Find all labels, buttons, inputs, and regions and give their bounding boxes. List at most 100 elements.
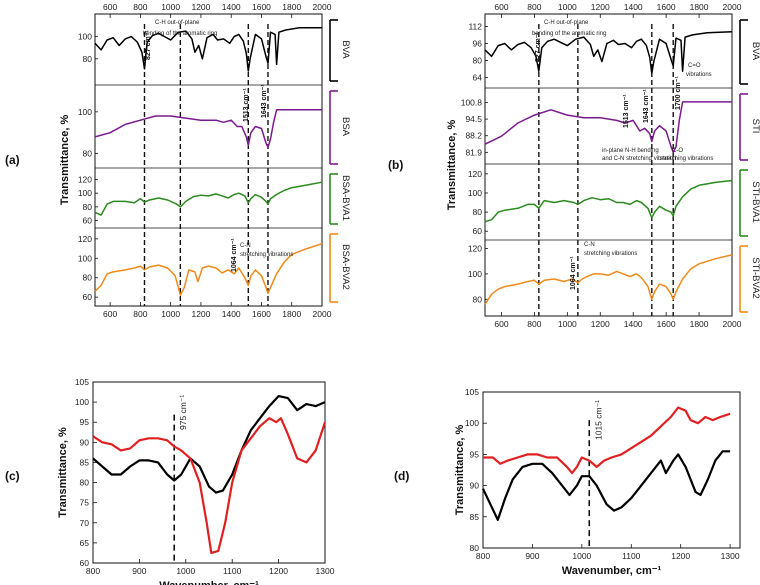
y-tick-label: 96 — [473, 38, 483, 48]
x-tick-label: 1000 — [572, 551, 591, 561]
plot-frame — [482, 391, 741, 549]
series-line-black — [92, 395, 326, 494]
annotation-text: stretching vibrations — [240, 252, 293, 258]
x-tick-label: 1300 — [721, 551, 740, 561]
annotation-wavenumber-label: 1064 cm⁻¹ — [570, 256, 577, 290]
y-tick-label: 70 — [80, 518, 90, 528]
x-tick-label-top: 1400 — [222, 2, 241, 12]
x-tick-label-top: 600 — [494, 2, 508, 12]
y-tick-label: 81.9 — [465, 147, 482, 157]
y-tick-label: 88.2 — [465, 131, 482, 141]
annotation-wavenumber-label: 1064 cm⁻¹ — [231, 238, 238, 272]
annotation-text: C-H out-of-plane — [544, 20, 589, 26]
y-tick-label: 100 — [78, 32, 92, 42]
annotation-wavenumber-label: 1513 cm⁻¹ — [243, 88, 250, 122]
y-tick-label: 64 — [473, 73, 483, 83]
x-tick-label-bottom: 600 — [103, 309, 117, 319]
x-tick-label: 1300 — [316, 566, 335, 576]
y-tick-label: 60 — [473, 226, 483, 236]
y-axis-label: Transmittance, % — [57, 427, 69, 518]
series-line-red — [92, 417, 327, 554]
x-tick-label: 900 — [525, 551, 539, 561]
plot-frame — [92, 381, 326, 564]
y-tick-label: 100 — [465, 418, 479, 428]
y-tick-label: 90 — [470, 481, 480, 491]
x-tick-label-bottom: 2000 — [313, 309, 332, 319]
annotation-text: C=O — [688, 63, 701, 69]
x-tick-label: 1200 — [269, 566, 288, 576]
x-tick-label-bottom: 800 — [133, 309, 147, 319]
x-tick-label: 1100 — [223, 566, 242, 576]
x-tick-label-top: 600 — [103, 2, 117, 12]
x-tick-label-top: 1000 — [558, 2, 577, 12]
legend-label: BSA-BVA2 — [340, 244, 351, 290]
series-line-bsa-bva2 — [94, 242, 323, 296]
y-tick-label: 80 — [473, 294, 483, 304]
y-tick-label: 120 — [468, 244, 482, 254]
x-tick-label-bottom: 1000 — [161, 309, 180, 319]
y-tick-label: 80 — [83, 202, 93, 212]
x-tick-label-top: 800 — [133, 2, 147, 12]
y-tick-label: 80 — [83, 149, 93, 159]
y-tick-label: 60 — [80, 558, 90, 568]
y-tick-label: 105 — [465, 387, 479, 397]
x-tick-label: 900 — [132, 566, 146, 576]
annotation-wavenumber-label: 975 cm⁻¹ — [178, 395, 188, 430]
y-tick-label: 100.8 — [461, 97, 483, 107]
x-tick-label-bottom: 1400 — [624, 319, 643, 329]
x-tick-label-top: 1200 — [191, 2, 210, 12]
x-tick-label-top: 1800 — [690, 2, 709, 12]
legend-label: BVA — [340, 40, 351, 59]
x-tick-label-top: 1000 — [161, 2, 180, 12]
y-tick-label: 90 — [80, 437, 90, 447]
x-tick-label-top: 2000 — [313, 2, 332, 12]
x-tick-label-bottom: 1000 — [558, 319, 577, 329]
annotation-wavenumber-label: 1700 cm⁻¹ — [675, 76, 682, 110]
y-tick-label: 60 — [83, 292, 93, 302]
x-tick-label-bottom: 1600 — [657, 319, 676, 329]
x-tick-label-top: 2000 — [723, 2, 742, 12]
y-tick-label: 95 — [470, 449, 480, 459]
legend-label: BSA-BVA1 — [340, 175, 351, 221]
y-tick-label: 75 — [80, 498, 90, 508]
annotation-wavenumber-label: 1015 cm⁻¹ — [593, 400, 603, 440]
y-axis-label: Transmittance, % — [454, 425, 466, 516]
panel-label: (a) — [5, 153, 20, 167]
x-tick-label-bottom: 1400 — [222, 309, 241, 319]
annotation-wavenumber-label: 1643 cm⁻¹ — [643, 89, 650, 123]
annotation-text: C-O — [672, 148, 683, 154]
y-axis-label: Transmittance, % — [59, 115, 71, 206]
legend-label: BVA — [750, 42, 760, 61]
panel-label: (d) — [394, 469, 409, 483]
series-line-black — [482, 450, 731, 521]
x-tick-label: 1000 — [176, 566, 195, 576]
legend-label: STI — [750, 119, 760, 134]
x-tick-label-top: 800 — [527, 2, 541, 12]
legend-label: STI-BVA1 — [750, 181, 760, 223]
annotation-text: C-N — [240, 243, 251, 249]
y-tick-label: 100 — [75, 397, 89, 407]
legend-label: BSA — [340, 117, 351, 137]
x-tick-label: 800 — [86, 566, 100, 576]
series-line-bsa — [94, 109, 322, 149]
legend-label: STI-BVA2 — [750, 257, 760, 299]
y-tick-label: 85 — [80, 457, 90, 467]
x-tick-label-bottom: 1200 — [591, 319, 610, 329]
y-tick-label: 80 — [473, 56, 483, 66]
y-tick-label: 105 — [75, 377, 89, 387]
series-line-bsa-bva1 — [94, 181, 323, 216]
y-tick-label: 95 — [80, 417, 90, 427]
x-tick-label-bottom: 600 — [494, 319, 508, 329]
y-tick-label: 100 — [468, 269, 482, 279]
y-tick-label: 112 — [468, 21, 482, 31]
annotation-text: and C-N stretching vibration — [602, 156, 676, 162]
series-line-bva — [94, 27, 322, 72]
series-line-sti-bva1 — [484, 179, 733, 223]
annotation-wavenumber-label: 827 cm⁻¹ — [535, 32, 542, 62]
annotation-text: bending of the aromatic ring — [532, 31, 606, 37]
annotation-text: in-plane N-H bending — [602, 148, 659, 154]
y-tick-label: 80 — [80, 478, 90, 488]
x-tick-label: 1200 — [671, 551, 690, 561]
annotation-text: stretching vibrations — [660, 156, 713, 162]
y-tick-label: 60 — [83, 216, 93, 226]
